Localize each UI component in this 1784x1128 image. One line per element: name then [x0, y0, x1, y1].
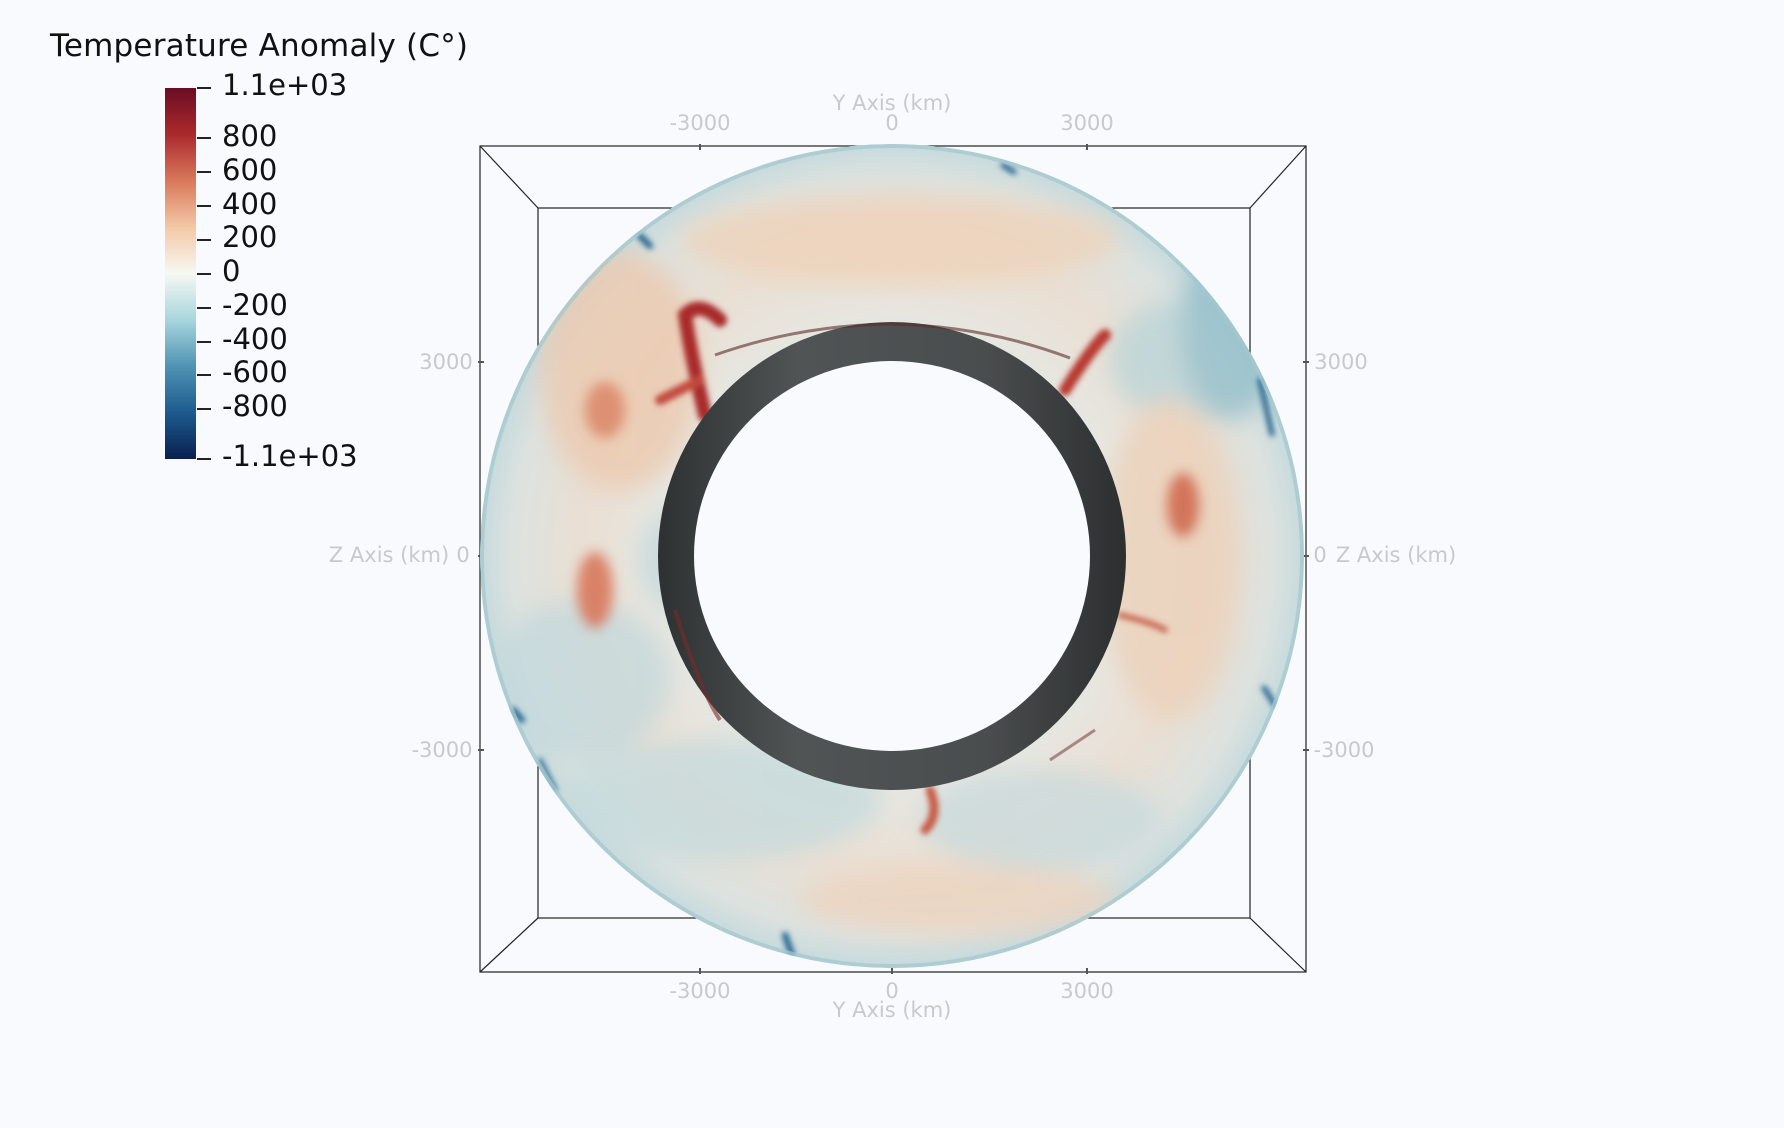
axis-tick-right: 0 — [1313, 543, 1327, 567]
axis-tick-right: 3000 — [1314, 350, 1368, 374]
inner-core — [658, 322, 1126, 790]
colorbar-label-max: 1.1e+03 — [222, 68, 348, 102]
colorbar-label: -200 — [222, 288, 288, 322]
axis-tick-left: 3000 — [419, 350, 473, 374]
colorbar-tick — [197, 307, 211, 309]
colorbar-tick — [197, 239, 211, 241]
colorbar-label-min: -1.1e+03 — [222, 439, 358, 473]
axis-title-left: Z Axis (km) — [328, 543, 450, 567]
colorbar-tick — [197, 408, 211, 410]
colorbar-gradient — [165, 88, 196, 459]
colorbar-label: 400 — [222, 187, 278, 221]
axis-title-bottom: Y Axis (km) — [832, 998, 952, 1022]
colorbar-label: 0 — [222, 254, 241, 288]
colorbar-label: 200 — [222, 220, 278, 254]
colorbar-tick — [197, 171, 211, 173]
colorbar-tick-max — [197, 87, 211, 89]
colorbar-label: -800 — [222, 389, 288, 423]
colorbar-label: 600 — [222, 153, 278, 187]
axis-title-top: Y Axis (km) — [832, 91, 952, 115]
colorbar-tick — [197, 341, 211, 343]
colorbar-label: -600 — [222, 355, 288, 389]
axis-tick-right: -3000 — [1313, 738, 1375, 762]
colorbar-tick — [197, 205, 211, 207]
colorbar-tick — [197, 374, 211, 376]
colorbar-label: 800 — [222, 119, 278, 153]
axis-tick-bottom: -3000 — [669, 979, 731, 1003]
colorbar-tick-min — [197, 458, 211, 460]
axis-tick-top: 3000 — [1060, 111, 1114, 135]
colorbar-tick — [197, 273, 211, 275]
colorbar-tick — [197, 137, 211, 139]
axis-title-right: Z Axis (km) — [1335, 543, 1457, 567]
colorbar-label: -400 — [222, 322, 288, 356]
axis-tick-bottom: 3000 — [1060, 979, 1114, 1003]
colorbar-title: Temperature Anomaly (C°) — [50, 28, 469, 64]
axis-tick-bottom: 0 — [885, 979, 899, 1003]
axis-tick-top: 0 — [885, 111, 899, 135]
axis-tick-left: 0 — [456, 543, 470, 567]
axis-tick-left: -3000 — [411, 738, 473, 762]
axis-tick-top: -3000 — [669, 111, 731, 135]
